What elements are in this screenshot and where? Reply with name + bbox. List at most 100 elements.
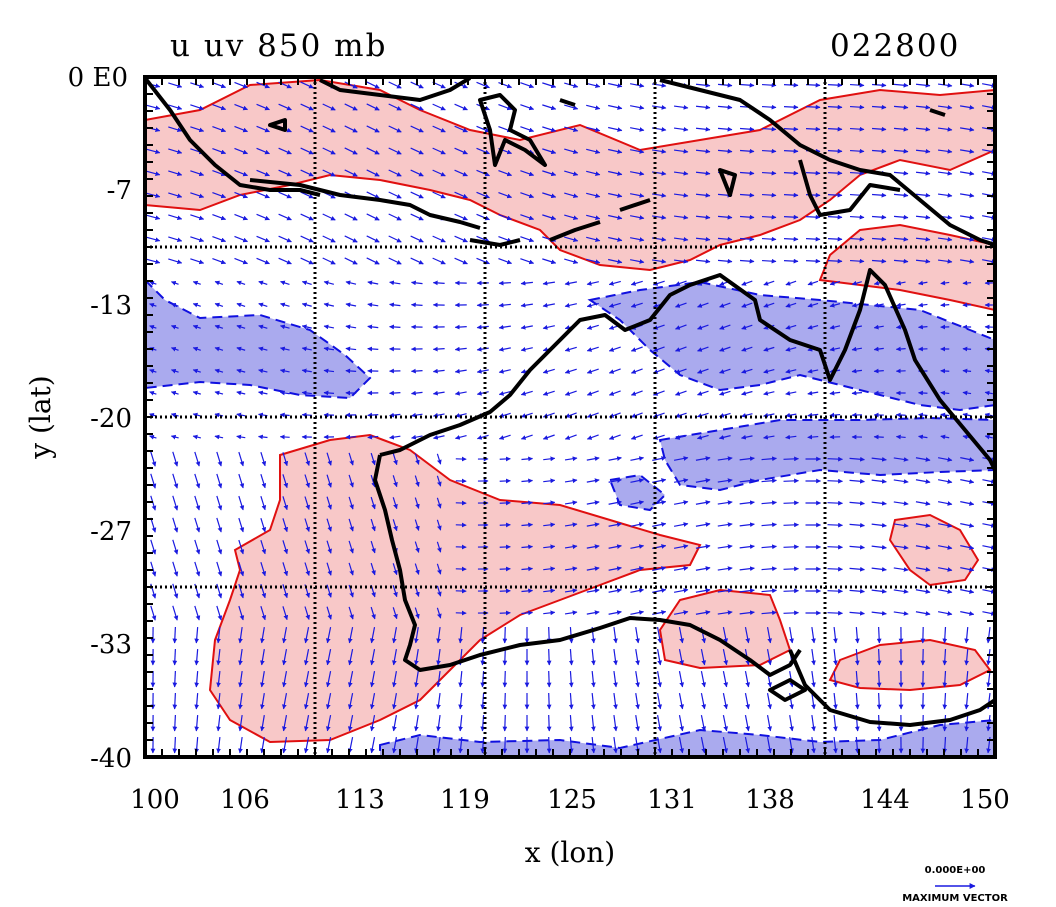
wind-vector [345,346,357,352]
wind-vector [959,127,975,132]
wind-vector [216,451,223,467]
wind-vector [388,125,402,133]
wind-vector [367,324,379,330]
wind-vector [893,170,909,176]
wind-vector [630,215,645,220]
wind-vector [414,519,420,531]
wind-vector [851,280,862,286]
wind-vector [761,148,777,154]
wind-vector [172,736,178,754]
wind-vector [783,588,799,594]
wind-vector [322,147,336,155]
wind-vector [348,452,354,466]
wind-vector [718,435,731,440]
wind-vector [608,434,621,440]
wind-vector [984,368,993,374]
wind-vector [937,501,953,506]
wind-vector [807,412,819,418]
wind-vector [322,103,336,111]
wind-vector [498,369,511,374]
wind-vector [871,192,887,198]
wind-vector [783,610,799,616]
wind-vector [476,324,489,330]
wind-vector [717,522,733,527]
wind-vector [543,522,556,528]
wind-vector [783,214,799,220]
wind-vector [498,213,512,221]
wind-vector [586,192,601,198]
wind-vector [300,213,314,221]
wind-vector [216,692,221,710]
wind-vector [238,495,245,511]
xtick-label: 131 [647,785,697,815]
wind-vector [876,626,882,644]
wind-vector [630,544,645,549]
wind-vector [520,82,535,89]
wind-vector [543,456,556,462]
wind-vector [190,104,205,111]
wind-vector [827,170,843,176]
wind-vector [410,368,423,374]
wind-vector [414,475,420,487]
coast-sulawesi [478,93,547,167]
wind-vector [811,648,816,666]
wind-vector [695,82,711,88]
wind-vector [347,671,354,688]
wind-vector [432,147,446,155]
wind-vector [370,452,376,466]
wind-vector [301,302,312,308]
wind-vector [564,412,577,418]
wind-vector [719,346,731,352]
wind-vector [564,104,579,111]
wind-vector [238,451,245,467]
wind-vector [520,104,535,111]
wind-vector [586,522,600,528]
wind-vector [436,648,441,666]
wind-vector [543,588,556,594]
wind-vector [301,390,312,396]
wind-vector [172,451,179,467]
wind-vector [696,412,709,418]
wind-vector [436,670,441,688]
wind-vector [811,670,816,688]
wind-vector [608,544,622,549]
wind-vector [960,523,975,528]
wind-vector [829,346,841,352]
x-tick-labels: 100 106 113 119 125 131 138 144 150 [130,785,1010,815]
wind-vector [454,103,468,111]
wind-vector [301,346,312,352]
wind-vector [326,562,332,576]
wind-vector [630,434,643,440]
wind-vector [236,390,246,396]
wind-vector [454,191,468,199]
wind-vector [454,324,467,330]
wind-vector [915,589,931,594]
wind-vector [918,324,928,330]
wind-vector [959,193,975,198]
wind-vector [458,626,464,644]
xtick-label: 125 [547,785,597,815]
wind-vector [168,192,183,199]
wind-vector [194,692,200,710]
wind-vector [876,648,882,666]
wind-vector [389,434,401,440]
wind-vector [871,478,887,484]
wind-vector [656,627,663,644]
wind-vector [436,541,442,553]
wind-vector [192,368,201,374]
wind-vector [258,434,268,440]
wind-vector [937,457,953,462]
wind-vector [256,213,270,221]
wind-vector [214,280,224,286]
wind-vector [436,736,441,754]
wind-vector [586,566,600,572]
coast-new-guinea-south [798,159,901,217]
wind-vector [564,566,578,572]
wind-vector [520,126,535,133]
ytick-label: -20 [90,404,132,434]
wind-vector [344,81,358,89]
wind-vector [586,456,600,462]
wind-vector [216,517,223,533]
wind-vector [542,302,555,308]
wind-vector [168,82,183,89]
